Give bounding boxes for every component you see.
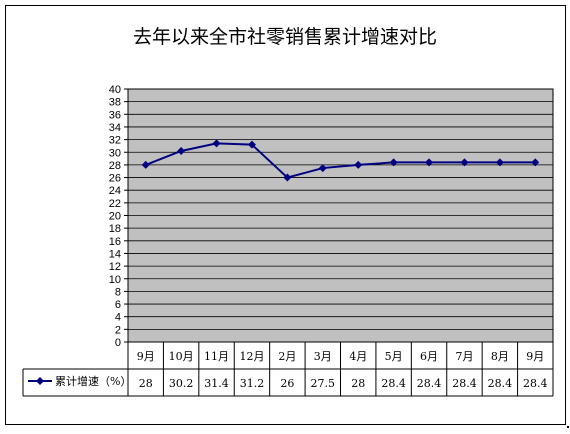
chart-title: 去年以来全市社零销售累计增速对比 [132,26,437,48]
x-category-label: 9月 [526,350,544,363]
data-point [531,158,540,167]
y-tick-label: 34 [109,122,121,134]
x-category-label: 7月 [455,350,473,363]
y-tick-label: 14 [109,248,121,260]
legend-label: 累计增速（%） [55,374,131,388]
y-tick-label: 10 [109,274,121,286]
y-tick-label: 28 [109,160,121,172]
gridlines [128,101,553,330]
y-tick-label: 18 [109,223,121,235]
x-category-label: 5月 [385,350,403,363]
data-point [354,160,363,169]
table-value-cell: 28 [139,377,153,390]
x-category-label: 10月 [169,350,194,363]
data-point [141,160,150,169]
table-value-cell: 31.4 [204,377,229,390]
y-tick-label: 4 [115,312,121,324]
x-category-label: 11月 [204,350,229,363]
x-category-label: 2月 [278,350,296,363]
x-category-label: 9月 [137,350,155,363]
series-line [145,142,536,179]
table-value-cell: 28.4 [523,377,548,390]
y-tick-label: 20 [109,211,121,223]
table-value-cell: 28.4 [381,377,406,390]
table-value-cell: 28 [351,377,365,390]
y-tick-label: 6 [115,299,121,311]
data-point [460,158,469,167]
x-category-label: 3月 [314,350,332,363]
y-tick-label: 26 [109,173,121,185]
y-tick-label: 40 [109,84,121,96]
data-point [318,164,327,173]
legend-marker [36,377,44,385]
data-point [283,173,292,182]
x-category-label: 12月 [239,350,264,363]
y-tick-label: 22 [109,198,121,210]
y-tick-label: 12 [109,261,121,273]
data-point [247,140,256,149]
table-value-cell: 31.2 [240,377,265,390]
data-point [212,139,221,148]
y-tick-label: 0 [115,337,121,349]
corner-dot [567,426,569,428]
data-table: 9月 28 10月 30.2 11月 31.4 12月 31.2 2月 26 3月 27.5 4月 28 5… [22,342,554,397]
table-value-cell: 28.4 [417,377,442,390]
data-point [495,158,504,167]
y-tick-label: 16 [109,236,121,248]
x-category-label: 4月 [349,350,367,363]
table-value-cell: 30.2 [169,377,194,390]
data-point [389,158,398,167]
data-point [177,146,186,155]
y-tick-label: 2 [115,324,121,336]
x-category-label: 6月 [420,350,438,363]
y-tick-label: 36 [109,109,121,121]
table-value-cell: 28.4 [452,377,477,390]
table-value-cell: 28.4 [488,377,513,390]
y-tick-label: 24 [109,185,121,197]
y-tick-label: 8 [115,286,121,298]
data-point [425,158,434,167]
table-value-cell: 26 [280,377,294,390]
series-line-group [141,139,540,182]
table-value-cell: 27.5 [311,377,336,390]
y-tick-label: 32 [109,135,121,147]
x-category-label: 8月 [491,350,509,363]
y-tick-label: 30 [109,147,121,159]
y-tick-label: 38 [109,97,121,109]
